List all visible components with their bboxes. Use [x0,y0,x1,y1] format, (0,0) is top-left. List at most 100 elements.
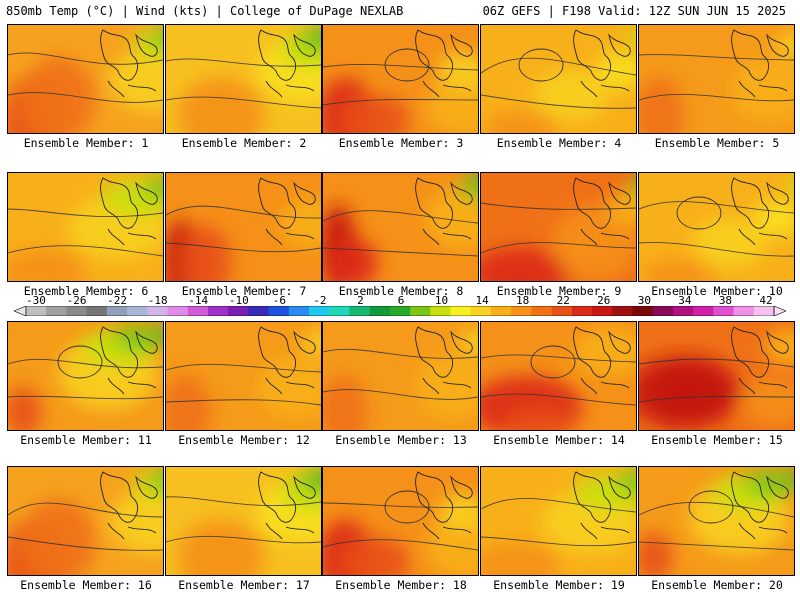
ensemble-member-label: Ensemble Member: 10 [651,284,783,298]
ensemble-member-label: Ensemble Member: 4 [496,136,622,150]
height-contours [8,502,163,551]
colorbar-swatch [612,306,633,316]
ensemble-member-label: Ensemble Member: 14 [493,433,625,447]
closed-low-contour [57,345,103,379]
temperature-field [323,173,478,281]
colorbar-swatch [46,306,67,316]
ensemble-map-6 [7,172,164,282]
height-contours [166,496,321,544]
colorbar-tick-label: 2 [357,294,364,307]
ensemble-member-label: Ensemble Member: 3 [338,136,464,150]
ensemble-map-9 [480,172,637,282]
closed-low-contour [688,490,734,524]
great-lakes-outline [731,177,789,246]
colorbar-tick-label: 38 [718,294,733,307]
colorbar-tick-label: 26 [597,294,611,307]
colorbar-swatch [490,306,512,316]
colorbar-swatch [511,306,532,316]
height-contours [639,358,794,403]
colorbar-tick-label: -2 [313,294,327,307]
ensemble-map-18 [322,466,479,576]
ensemble-member-label: Ensemble Member: 8 [338,284,464,298]
height-contours [639,201,794,257]
colorbar-tick-label: 42 [759,294,773,307]
ensemble-member-label: Ensemble Member: 19 [493,578,625,592]
colorbar-swatch [248,306,270,316]
colorbar-swatch [592,306,613,316]
map-title: 850mb Temp (°C) | Wind (kts) | College o… [6,4,404,18]
ensemble-member-label: Ensemble Member: 2 [181,136,307,150]
temperature-field [166,467,321,575]
colorbar-swatch [207,306,229,316]
colorbar-swatch [288,306,310,316]
height-contours [481,354,636,406]
temperature-field [323,322,478,430]
ensemble-map-2 [165,24,322,134]
height-contours [323,63,478,106]
colorbar-min-arrow [14,306,27,316]
colorbar-swatch [329,306,350,316]
ensemble-map-5 [638,24,795,134]
colorbar-swatch [652,306,674,316]
great-lakes-outline [258,326,316,395]
ensemble-map-15 [638,321,795,431]
colorbar-swatch [106,306,128,316]
colorbar-tick-label: -30 [26,294,46,307]
ensemble-member-label: Ensemble Member: 1 [23,136,149,150]
ensemble-map-4 [480,24,637,134]
colorbar-tick-label: -18 [147,294,168,307]
temperature-field [481,322,636,430]
colorbar-tick-label: 18 [516,294,530,307]
colorbar-swatch [66,306,88,316]
ensemble-map-3 [322,24,479,134]
temperature-field [8,322,163,430]
ensemble-member-label: Ensemble Member: 18 [335,578,467,592]
ensemble-map-16 [7,466,164,576]
great-lakes-outline [573,471,631,540]
ensemble-map-17 [165,466,322,576]
colorbar-tick-label: 10 [434,294,449,307]
ensemble-map-10 [638,172,795,282]
ensemble-map-13 [322,321,479,431]
ensemble-map-7 [165,172,322,282]
ensemble-map-14 [480,321,637,431]
colorbar-swatch [693,306,714,316]
ensemble-member-label: Ensemble Member: 7 [181,284,307,298]
colorbar-swatch [86,306,108,316]
colorbar-swatch [410,306,431,316]
colorbar-swatch [733,306,755,316]
ensemble-member-label: Ensemble Member: 17 [178,578,310,592]
colorbar-tick-label: -26 [66,294,87,307]
ensemble-member-label: Ensemble Member: 9 [496,284,622,298]
ensemble-map-12 [165,321,322,431]
colorbar-tick-label: 6 [397,294,405,307]
colorbar-swatch [531,306,553,316]
height-contours [481,202,636,254]
colorbar-swatch [450,306,472,316]
ensemble-member-label: Ensemble Member: 16 [20,578,152,592]
closed-low-contour [518,48,564,82]
colorbar-swatch [187,306,209,316]
ensemble-member-label: Ensemble Member: 15 [651,433,783,447]
great-lakes-outline [573,29,631,98]
colorbar-swatch [672,306,694,316]
great-lakes-outline [415,326,473,395]
colorbar-swatch [26,306,47,316]
height-contours [481,498,636,547]
height-contours [8,358,163,400]
ensemble-map-1 [7,24,164,134]
ensemble-map-11 [7,321,164,431]
temperature-field [8,173,163,281]
temperature-field [481,25,636,133]
colorbar-max-arrow [773,306,786,316]
great-lakes-outline [100,471,158,540]
ensemble-member-label: Ensemble Member: 5 [654,136,780,150]
great-lakes-outline [258,471,316,540]
ensemble-member-label: Ensemble Member: 6 [23,284,149,298]
great-lakes-outline [731,29,789,98]
closed-low-contour [676,196,722,230]
colorbar-swatch [369,306,391,316]
ensemble-map-19 [480,466,637,576]
temperature-field [481,173,636,281]
temperature-field [323,467,478,575]
